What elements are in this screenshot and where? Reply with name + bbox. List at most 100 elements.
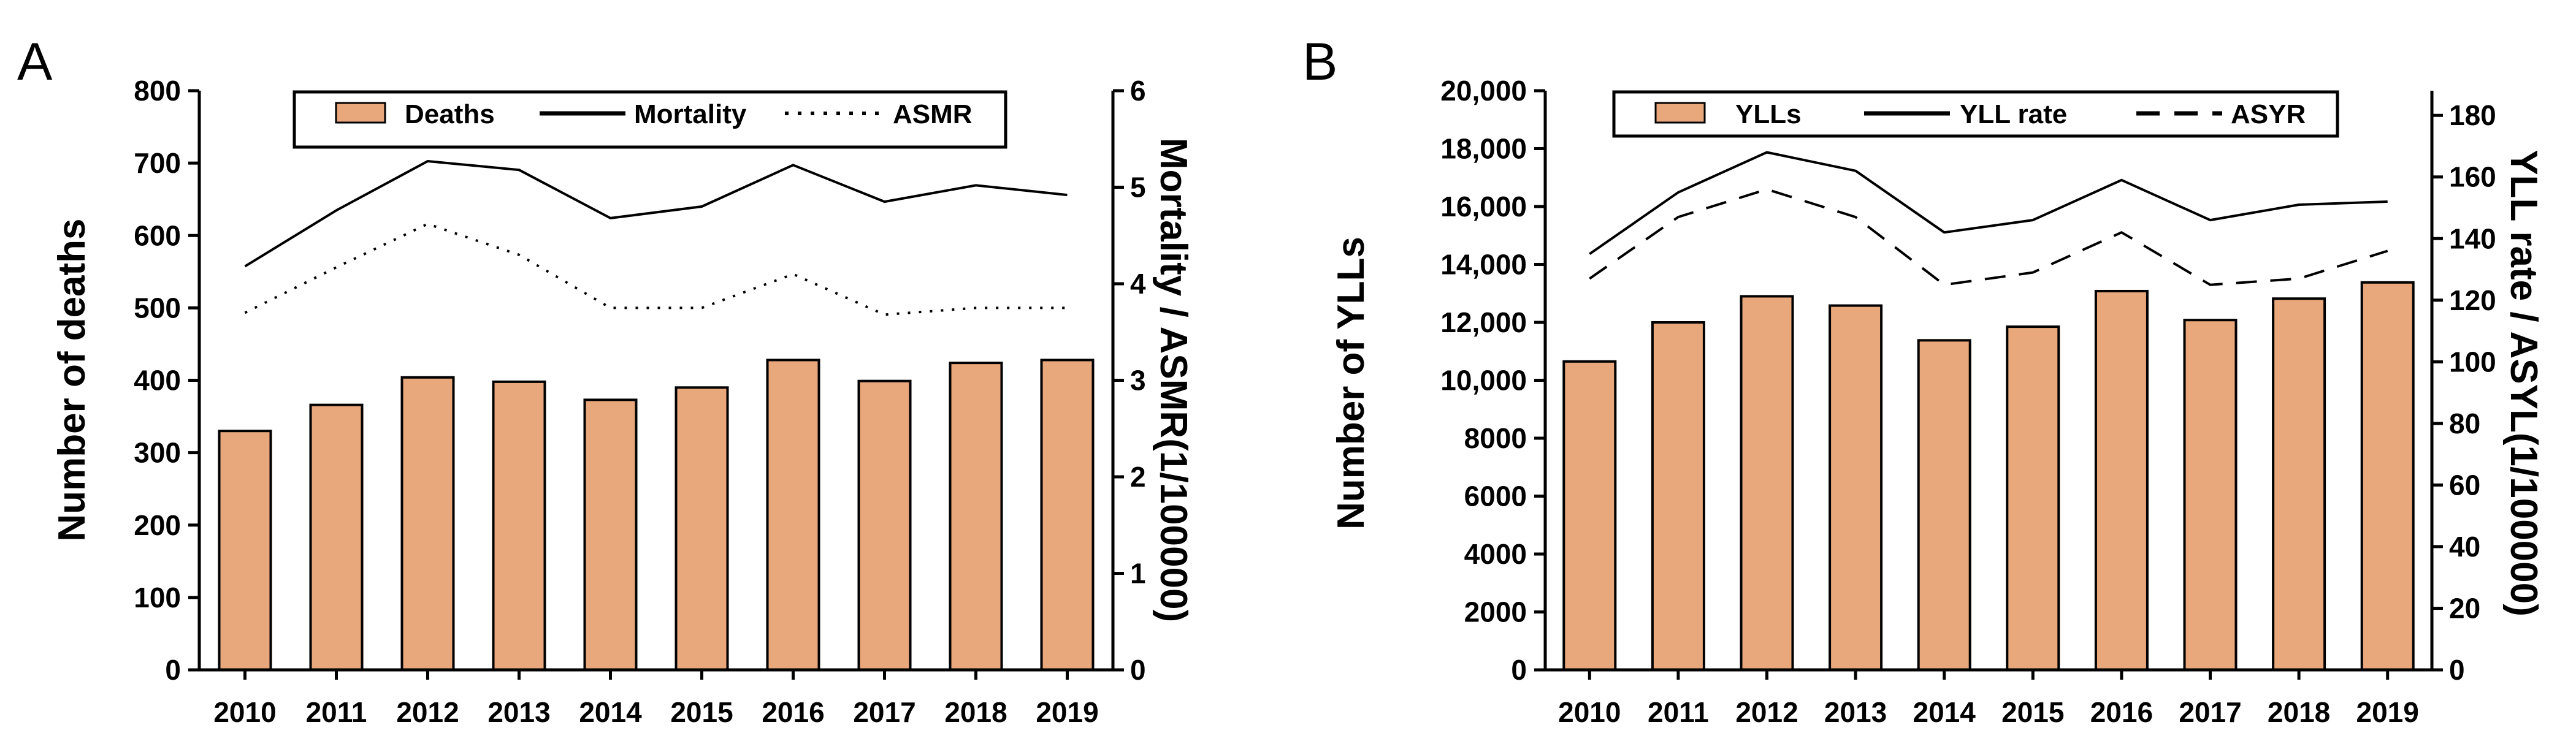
panel-b-x-tick-label: 2018 bbox=[2268, 696, 2330, 728]
panel-a: A Deaths Mortality ASMR 0100200300400500… bbox=[17, 32, 1194, 728]
panel-a-legend-deaths: Deaths bbox=[405, 99, 495, 129]
panel-b-right-tick-label: 100 bbox=[2449, 346, 2496, 378]
panel-b-bar-2010 bbox=[1562, 360, 1617, 671]
panel-b-left-tick-label: 8000 bbox=[1464, 422, 1527, 454]
panel-a-left-tick-label: 0 bbox=[165, 654, 181, 686]
panel-a-ticks: 0 100 200 300 400 500 600 700 800 0 1 2 3 4 5 6 2010 2011… bbox=[134, 75, 1146, 728]
panel-b-legend-asyr: ASYR bbox=[2231, 99, 2306, 129]
panel-a-bar-2016 bbox=[766, 359, 820, 671]
panel-b-right-tick-label: 20 bbox=[2449, 592, 2480, 624]
panel-a-right-tick-label: 2 bbox=[1130, 461, 1146, 493]
panel-a-x-tick-label: 2016 bbox=[762, 696, 824, 728]
panel-b-bar-2013 bbox=[1829, 304, 1883, 672]
panel-a-label: A bbox=[17, 32, 53, 91]
panel-a-legend-box bbox=[292, 90, 1007, 149]
panel-b-right-tick-label: 0 bbox=[2449, 654, 2465, 686]
panel-b-right-tick-label: 140 bbox=[2449, 222, 2496, 254]
panel-a-left-tick-label: 400 bbox=[134, 365, 181, 397]
panel-b-right-tick-label: 120 bbox=[2449, 284, 2496, 316]
panel-a-legend-asmr: ASMR bbox=[893, 99, 973, 129]
panel-a-x-tick-label: 2019 bbox=[1036, 696, 1098, 728]
panel-a-left-tick-label: 200 bbox=[134, 509, 181, 541]
panel-b-x-tick-label: 2014 bbox=[1913, 696, 1976, 728]
panel-b-x-tick-label: 2011 bbox=[1648, 696, 1709, 728]
panel-b-x-tick-label: 2015 bbox=[2001, 696, 2064, 728]
panel-b-x-tick-label: 2013 bbox=[1824, 696, 1887, 728]
panel-b-left-tick-label: 18,000 bbox=[1440, 133, 1527, 165]
panel-a-right-axis-label: Mortality / ASMR(1/100000) bbox=[1152, 138, 1194, 622]
panel-a-right-tick-label: 4 bbox=[1130, 268, 1146, 300]
panel-a-left-tick-label: 600 bbox=[134, 219, 181, 251]
panel-a-bar-2019 bbox=[1040, 359, 1095, 671]
panel-a-line-mortality bbox=[244, 160, 1068, 268]
panel-a-right-tick-label: 1 bbox=[1130, 558, 1146, 590]
panel-b-bar-2018 bbox=[2272, 297, 2326, 671]
panel-b-left-tick-label: 12,000 bbox=[1440, 306, 1527, 338]
panel-b-x-tick-label: 2017 bbox=[2179, 696, 2241, 728]
panel-a-right-tick-label: 5 bbox=[1130, 172, 1146, 203]
panel-b-line-asyr bbox=[1589, 188, 2388, 286]
panel-a-lines bbox=[244, 160, 1068, 316]
panel-b-legend: YLLs YLL rate ASYR bbox=[1612, 90, 2339, 138]
panel-a-x-tick-label: 2014 bbox=[579, 696, 642, 728]
panel-b-bar-2011 bbox=[1651, 321, 1705, 671]
panel-a-left-tick-label: 500 bbox=[134, 292, 181, 324]
panel-a-x-tick-label: 2018 bbox=[944, 696, 1007, 728]
panel-b-label: B bbox=[1302, 32, 1337, 91]
panel-a-left-axis-label: Number of deaths bbox=[51, 218, 93, 541]
panel-a-bar-2013 bbox=[492, 380, 546, 671]
panel-b-left-tick-label: 6000 bbox=[1464, 480, 1527, 512]
panel-b-right-tick-label: 40 bbox=[2449, 531, 2480, 563]
panel-b-bar-2014 bbox=[1917, 339, 1971, 671]
panel-b-right-tick-label: 180 bbox=[2449, 99, 2496, 131]
panel-b-bar-2019 bbox=[2360, 281, 2415, 672]
panel-a-left-tick-label: 100 bbox=[134, 582, 181, 613]
panel-b-legend-bar-swatch bbox=[1654, 102, 1706, 124]
panel-b-left-tick-label: 10,000 bbox=[1440, 365, 1527, 397]
panel-a-left-tick-label: 700 bbox=[134, 147, 181, 179]
panel-b-x-tick-label: 2016 bbox=[2090, 696, 2153, 728]
panel-a-legend: Deaths Mortality ASMR bbox=[292, 90, 1007, 149]
panel-b-left-tick-label: 4000 bbox=[1464, 538, 1527, 570]
panel-a-x-tick-label: 2013 bbox=[487, 696, 550, 728]
panel-b-ticks: 0 2000 4000 6000 8000 10,000 12,000 14,000 16,00… bbox=[1440, 75, 2496, 728]
panel-a-left-tick-label: 800 bbox=[134, 75, 181, 107]
panel-a-legend-bar-swatch bbox=[335, 102, 386, 124]
panel-a-line-asmr bbox=[244, 222, 1068, 316]
panel-a-right-tick-label: 6 bbox=[1130, 75, 1146, 107]
panel-a-bar-2018 bbox=[949, 362, 1003, 672]
panel-b-bar-2015 bbox=[2006, 325, 2060, 671]
panel-a-bar-2010 bbox=[218, 430, 272, 671]
panel-a-bar-2012 bbox=[400, 376, 455, 672]
panel-a-x-tick-label: 2010 bbox=[213, 696, 276, 728]
panel-b-left-tick-label: 20,000 bbox=[1440, 75, 1527, 107]
panel-b-bar-2017 bbox=[2183, 319, 2238, 671]
panel-a-x-tick-label: 2015 bbox=[670, 696, 733, 728]
panel-b-bars bbox=[1562, 281, 2415, 672]
panel-b-legend-yll-rate: YLL rate bbox=[1960, 99, 2067, 129]
panel-b-bar-2012 bbox=[1740, 295, 1794, 672]
panel-b-x-tick-label: 2010 bbox=[1558, 696, 1621, 728]
panel-a-right-tick-label: 0 bbox=[1130, 654, 1146, 686]
panel-a-x-tick-label: 2012 bbox=[396, 696, 459, 728]
panel-b-left-tick-label: 16,000 bbox=[1440, 191, 1527, 222]
panel-b-x-tick-label: 2019 bbox=[2356, 696, 2419, 728]
panel-a-right-tick-label: 3 bbox=[1130, 365, 1146, 397]
panel-a-bar-2014 bbox=[583, 398, 638, 671]
panel-a-bars bbox=[218, 359, 1095, 672]
panel-b: B YLLs YLL rate ASYR 0 2000 4000 6000 8000 10… bbox=[1302, 32, 2545, 728]
panel-a-legend-mortality: Mortality bbox=[634, 99, 747, 129]
panel-a-left-tick-label: 300 bbox=[134, 437, 181, 469]
panel-b-left-tick-label: 14,000 bbox=[1440, 249, 1527, 281]
panel-a-x-tick-label: 2011 bbox=[306, 696, 367, 728]
panel-b-left-axis-label: Number of YLLs bbox=[1330, 237, 1372, 530]
panel-b-right-tick-label: 160 bbox=[2449, 161, 2496, 193]
panel-b-left-tick-label: 0 bbox=[1511, 654, 1527, 686]
panel-b-line-yll-rate bbox=[1589, 151, 2388, 256]
panel-b-right-tick-label: 80 bbox=[2449, 408, 2480, 439]
panel-b-right-axis-label: YLL rate / ASYL(1/100000) bbox=[2502, 150, 2545, 617]
panel-b-bar-2016 bbox=[2094, 289, 2149, 672]
panel-b-lines bbox=[1589, 151, 2388, 286]
panel-a-x-tick-label: 2017 bbox=[853, 696, 915, 728]
